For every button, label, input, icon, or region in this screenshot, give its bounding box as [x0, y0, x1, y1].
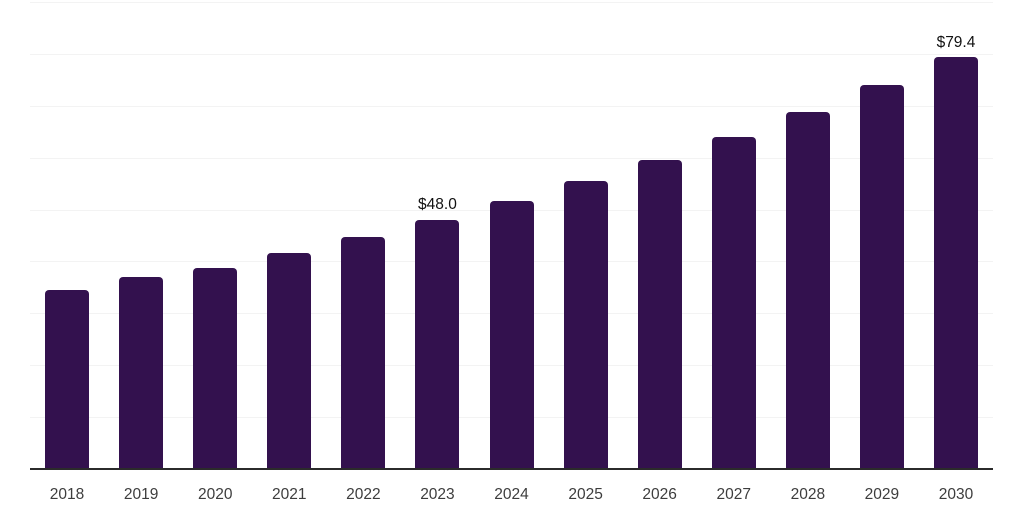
x-axis-labels: 2018 2019 2020 2021 2022 2023 2024 2025 2026 2027… — [30, 486, 993, 503]
bar-band — [30, 2, 104, 469]
bars-container: $48.0 $79.4 — [30, 2, 993, 469]
x-tick-label: 2018 — [49, 486, 85, 503]
x-tick-label: 2026 — [642, 486, 677, 503]
x-tick-label: 2025 — [568, 486, 603, 503]
gridline — [30, 157, 993, 159]
bar-band — [549, 2, 623, 469]
x-tick-label: 2030 — [938, 486, 974, 503]
x-axis-line — [30, 468, 993, 470]
bar-band: $79.4 — [919, 2, 993, 469]
bar — [415, 219, 460, 469]
bar — [563, 181, 608, 469]
bar-band — [252, 2, 326, 469]
bar-value-label: $48.0 — [418, 196, 457, 214]
bar-band — [474, 2, 548, 469]
x-tick-label: 2024 — [494, 486, 529, 503]
x-tick-label: 2021 — [272, 486, 307, 503]
bar — [933, 57, 978, 469]
plot-area: $48.0 $79.4 — [30, 2, 993, 469]
bar — [489, 200, 534, 469]
bar-band — [104, 2, 178, 469]
bar — [711, 136, 756, 469]
bar — [637, 159, 682, 469]
bar-band — [771, 2, 845, 469]
bar — [785, 112, 830, 469]
bar-band — [697, 2, 771, 469]
bar — [45, 290, 90, 469]
bar — [193, 268, 238, 469]
x-tick-label: 2019 — [123, 486, 159, 503]
gridline — [30, 53, 993, 55]
bar-band — [178, 2, 252, 469]
x-tick-label: 2027 — [716, 486, 751, 503]
bar — [267, 252, 312, 469]
bar-band — [326, 2, 400, 469]
bar-value-label: $79.4 — [936, 33, 976, 51]
x-tick-label: 2022 — [346, 486, 381, 503]
bar — [859, 85, 904, 469]
bar-band: $48.0 — [400, 2, 474, 469]
x-tick-label: 2029 — [864, 486, 900, 503]
bar — [341, 237, 386, 469]
x-tick-label: 2023 — [420, 486, 455, 503]
x-tick-label: 2020 — [197, 486, 233, 503]
bar — [119, 277, 164, 469]
bar-band — [845, 2, 919, 469]
gridline — [30, 105, 993, 107]
x-tick-label: 2028 — [790, 486, 826, 503]
gridline — [30, 2, 993, 3]
bar-band — [623, 2, 697, 469]
